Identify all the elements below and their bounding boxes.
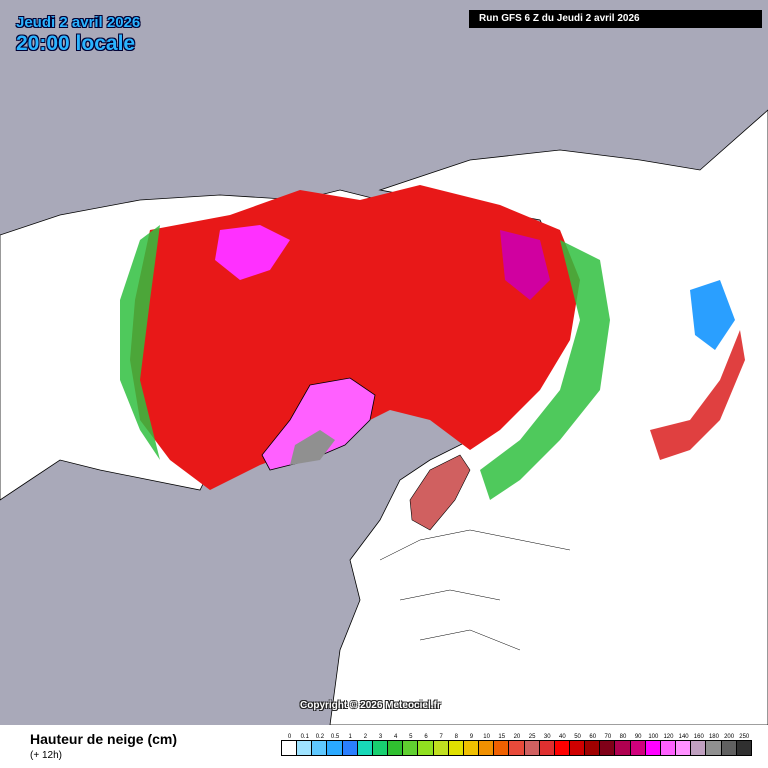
legend-label: 6: [424, 734, 428, 740]
legend-swatch: [508, 740, 525, 756]
legend-label: 70: [604, 734, 612, 740]
legend-swatch: [735, 740, 752, 756]
legend-label: 5: [409, 734, 413, 740]
legend-swatch: [326, 740, 343, 756]
legend-label: 20: [513, 734, 521, 740]
snow-area-fringe-eurasia: [480, 240, 610, 500]
legend-swatch: [675, 740, 692, 756]
legend-label: 160: [693, 734, 704, 740]
legend-label: 0.5: [330, 734, 340, 740]
legend-labels: 0 0.1 0.2 0.5 1 2 3 4 5 6 7 8 9 10 15 20 25 30 40 50 60 70 80 9…: [282, 734, 752, 740]
legend-swatch: [538, 740, 555, 756]
legend-swatch: [584, 740, 601, 756]
lead-time: (+ 12h): [30, 750, 62, 761]
legend-label: 0.2: [315, 734, 325, 740]
legend-label: 2: [363, 734, 368, 740]
snow-depth-map: [0, 109, 768, 725]
legend-label: 100: [648, 734, 659, 740]
legend-label: 50: [574, 734, 581, 740]
legend-swatch: [387, 740, 404, 756]
legend-swatch: [690, 740, 707, 756]
legend-label: 10: [483, 734, 490, 740]
legend-label: 120: [663, 734, 674, 740]
legend-label: 60: [589, 734, 597, 740]
legend-swatch: [614, 740, 631, 756]
scandinavia: [409, 454, 471, 531]
legend-label: 25: [528, 734, 536, 740]
legend-swatch: [493, 740, 510, 756]
legend-label: 0.1: [300, 734, 309, 740]
legend-swatch: [644, 740, 661, 756]
footer-panel: Hauteur de neige (cm) (+ 12h) 0 0.1 0.2 0.5…: [0, 725, 768, 768]
copyright-text: Copyright © 2026 Meteociel.fr: [300, 700, 441, 711]
greenland-ice-core: [290, 430, 335, 465]
snow-area-baikal: [650, 330, 745, 460]
legend-swatch: [478, 740, 495, 756]
legend-label: 7: [439, 734, 443, 740]
greenland: [261, 377, 376, 471]
legend-label: 80: [619, 734, 627, 740]
legend-swatch: [705, 740, 722, 756]
legend-label: 0: [287, 734, 292, 740]
legend-swatch: [447, 740, 464, 756]
legend-swatch: [553, 740, 570, 756]
legend-label: 90: [634, 734, 642, 740]
forecast-time: 20:00 locale: [16, 32, 136, 55]
legend-label: 200: [724, 734, 735, 740]
legend-swatch: [417, 740, 434, 756]
legend-label: 180: [708, 734, 719, 740]
legend-swatch: [296, 740, 313, 756]
legend-swatch: [629, 740, 646, 756]
color-legend: 0 0.1 0.2 0.5 1 2 3 4 5 6 7 8 9 10 15 20 25 30 40 50 60 70 80 9…: [281, 734, 752, 762]
legend-swatch: [599, 740, 616, 756]
legend-swatch: [341, 740, 358, 756]
legend-label: 8: [454, 734, 458, 740]
legend-label: 15: [498, 734, 506, 740]
legend-label: 40: [559, 734, 566, 740]
legend-swatch: [356, 740, 373, 756]
legend-label: 9: [469, 734, 474, 740]
legend-label: 140: [678, 734, 689, 740]
legend-swatches: [281, 740, 752, 756]
legend-label: 4: [394, 734, 398, 740]
variable-title: Hauteur de neige (cm): [30, 731, 178, 747]
legend-swatch: [311, 740, 328, 756]
legend-swatch: [523, 740, 540, 756]
snow-area-blue-east: [690, 280, 735, 350]
legend-swatch: [720, 740, 737, 756]
legend-swatch: [432, 740, 449, 756]
snow-area-fringe-america: [120, 225, 160, 460]
legend-swatch: [568, 740, 586, 756]
legend-label: 250: [739, 734, 750, 740]
borders-europe: [379, 529, 571, 651]
forecast-date: Jeudi 2 avril 2026: [16, 14, 141, 31]
model-run-banner: Run GFS 6 Z du Jeudi 2 avril 2026: [469, 10, 762, 28]
legend-swatch: [659, 740, 677, 756]
snow-area-deep-canada: [215, 225, 290, 280]
legend-label: 30: [543, 734, 551, 740]
legend-swatch: [281, 740, 298, 756]
legend-swatch: [462, 740, 480, 756]
legend-swatch: [402, 740, 419, 756]
snow-area-deep-siberia: [500, 230, 550, 300]
legend-label: 1: [348, 734, 352, 740]
legend-label: 3: [378, 734, 383, 740]
legend-swatch: [371, 740, 389, 756]
